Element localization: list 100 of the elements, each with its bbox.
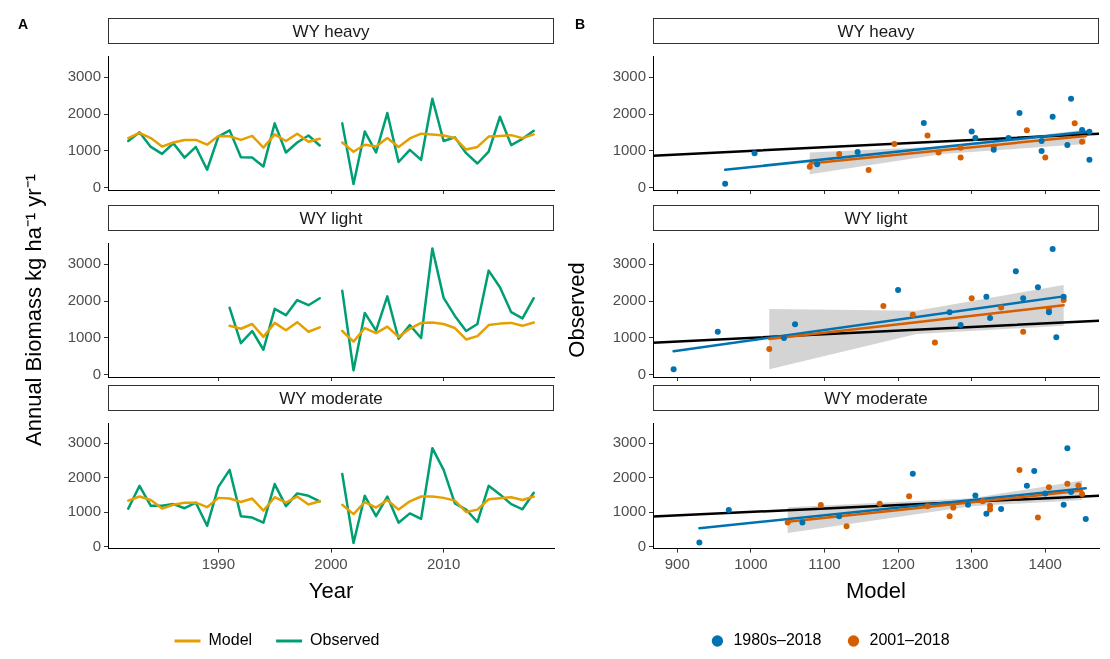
point [1064, 480, 1071, 487]
point [968, 128, 975, 135]
point [865, 167, 872, 174]
point [781, 334, 787, 341]
chart-title: WY light [653, 205, 1099, 231]
point [1068, 489, 1075, 496]
y-tick-label: 0 [92, 177, 101, 195]
point [670, 366, 677, 373]
point [1038, 147, 1045, 154]
point [766, 346, 773, 353]
point [983, 293, 990, 300]
point [725, 506, 732, 513]
y-tick-label: 2000 [67, 104, 101, 122]
y-tick-label: 2000 [612, 291, 646, 309]
y-tick-label: 3000 [612, 433, 646, 451]
point [1075, 482, 1082, 489]
y-tick-label: 3000 [612, 254, 646, 272]
point [1034, 514, 1041, 521]
point [891, 140, 898, 147]
point [1016, 110, 1023, 117]
point [1020, 328, 1027, 335]
point [1042, 154, 1049, 161]
x-tick-label: 900 [664, 554, 690, 572]
y-tick-label: 1000 [612, 141, 646, 159]
point [1060, 293, 1067, 300]
point [957, 322, 964, 329]
y-tick-label: 0 [92, 364, 101, 382]
point [924, 503, 931, 510]
point [972, 492, 979, 499]
y-tick-label: 3000 [67, 433, 101, 451]
text: B [575, 16, 586, 32]
point [836, 513, 843, 520]
point [1038, 138, 1045, 145]
point [1082, 515, 1089, 522]
chart-title: WY heavy [653, 18, 1099, 44]
point [1064, 445, 1071, 452]
point [814, 161, 821, 168]
legend-label: Observed [310, 631, 380, 649]
point [1068, 95, 1075, 102]
point [817, 502, 824, 509]
point [950, 504, 957, 511]
point [946, 513, 953, 520]
point [714, 328, 721, 335]
point [1023, 482, 1030, 489]
point [854, 149, 861, 156]
chart-title: WY moderate [653, 385, 1099, 411]
point [909, 311, 916, 318]
x-tick-label: 1300 [954, 554, 989, 572]
point [1079, 138, 1086, 145]
point [972, 135, 979, 142]
point [1060, 501, 1067, 508]
point [1079, 491, 1086, 498]
y-tick-label: 1000 [67, 328, 101, 346]
x-tick-label: 1100 [808, 554, 841, 572]
point [909, 470, 916, 477]
point [1042, 490, 1049, 497]
y-tick-label: 0 [637, 536, 646, 554]
point [1071, 120, 1078, 127]
point [987, 315, 994, 322]
point [1086, 156, 1093, 163]
point [806, 163, 813, 170]
y-tick-label: 3000 [67, 67, 101, 85]
chart-title: WY moderate [108, 385, 554, 411]
y-tick-label: 2000 [612, 104, 646, 122]
point [924, 132, 931, 139]
point [998, 304, 1005, 311]
point [895, 287, 902, 294]
y-tick-label: 2000 [67, 467, 101, 485]
y-tick-label: 3000 [67, 254, 101, 272]
legend-label: Model [208, 631, 253, 649]
point [1031, 467, 1038, 474]
point [836, 150, 843, 157]
y-axis-title: Annual Biomass kg ha⁻¹ yr⁻¹ [20, 174, 47, 446]
point [1045, 484, 1052, 491]
text: A [18, 16, 29, 32]
point [1016, 466, 1023, 473]
y-tick-label: 0 [92, 536, 101, 554]
point [920, 120, 927, 126]
y-tick-label: 1000 [612, 502, 646, 520]
point [1049, 113, 1056, 120]
point [1064, 142, 1071, 149]
point [880, 302, 887, 309]
y-tick-label: 1000 [612, 328, 646, 346]
point [979, 498, 986, 505]
y-tick-label: 1000 [67, 141, 101, 159]
point [722, 180, 729, 187]
legend-label: 2001–2018 [869, 631, 950, 649]
y-tick-label: 2000 [67, 291, 101, 309]
point [931, 339, 938, 346]
x-tick-label: 1400 [1028, 554, 1062, 572]
point [843, 523, 850, 530]
x-tick-label: 1200 [881, 554, 915, 572]
point [1079, 127, 1086, 133]
point [957, 154, 964, 161]
x-axis-title: Model [846, 577, 906, 603]
point [792, 321, 799, 328]
chart-title: WY light [108, 205, 554, 231]
x-tick-label: 1000 [734, 554, 768, 572]
point [799, 519, 806, 526]
point [751, 150, 758, 157]
